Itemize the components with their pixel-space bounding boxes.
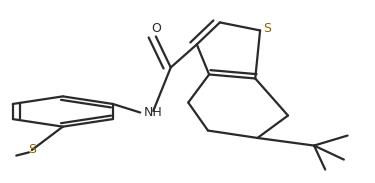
Text: S: S [263, 22, 271, 35]
Text: NH: NH [144, 106, 163, 119]
Text: S: S [28, 143, 36, 156]
Text: O: O [151, 22, 161, 35]
